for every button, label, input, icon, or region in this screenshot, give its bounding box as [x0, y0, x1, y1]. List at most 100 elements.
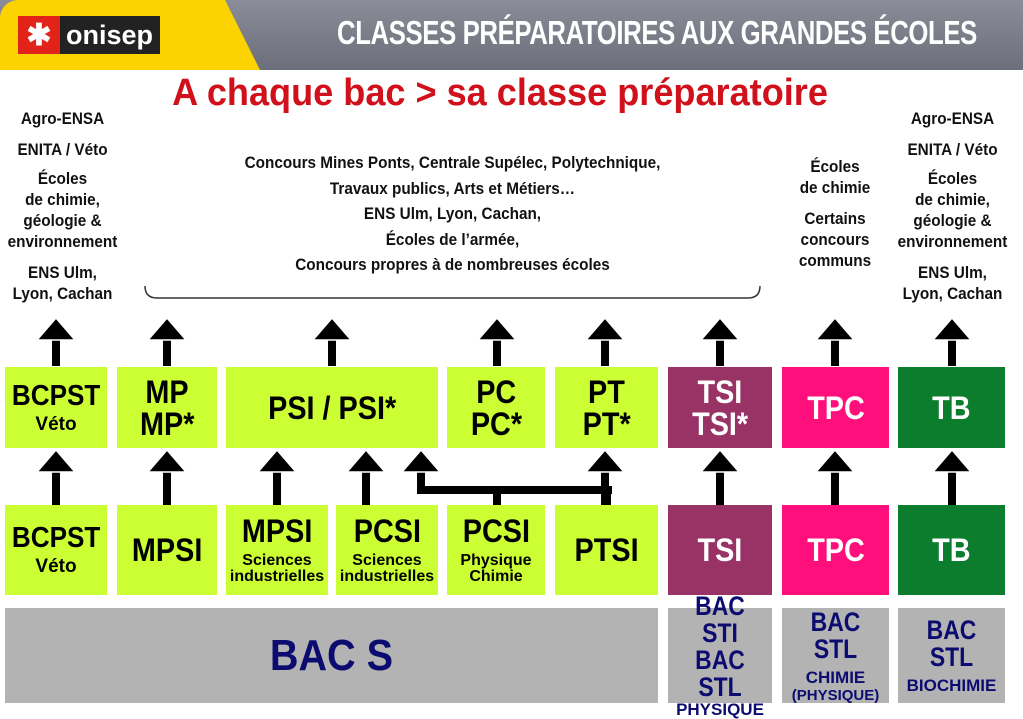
outcome-text: géologie & [913, 211, 992, 230]
outcome-text: Concours Mines Ponts, Centrale Supélec, … [244, 153, 661, 172]
bracket [144, 285, 761, 299]
page-title: CLASSES PRÉPARATOIRES AUX GRANDES ÉCOLES [337, 14, 977, 51]
box-label: BAC STL [926, 615, 977, 672]
box-label: TPC [806, 389, 865, 426]
outcome-text: ENS Ulm, [918, 263, 987, 282]
box-bcpst-2: BCPST Véto [5, 367, 107, 448]
box-label: BAC STL [695, 645, 745, 702]
arrow-up-icon [814, 448, 856, 505]
box-label: TSI [697, 373, 743, 410]
box-label: PT* [582, 405, 631, 442]
box-label: Véto [35, 556, 77, 577]
arrow-up-icon [146, 448, 188, 505]
box-pcsi-si: PCSI Sciences industrielles [336, 505, 438, 595]
box-mpsi: MPSI [117, 505, 217, 595]
arrow-up-icon [699, 448, 741, 505]
box-bcpst-1: BCPST Véto [5, 505, 107, 595]
outcome-text: géologie & [23, 211, 102, 230]
outcome-text: Écoles de l’armée, [385, 229, 520, 249]
box-pc: PC PC* [447, 367, 545, 448]
arrow-up-icon [400, 448, 442, 473]
box-label: PCSI [462, 513, 530, 549]
arrow-up-icon [256, 448, 298, 505]
box-label: PT [588, 373, 625, 410]
arrow-up-icon [699, 316, 741, 366]
outcome-text: Concours propres à de nombreuses écoles [295, 255, 610, 274]
arrow-up-icon [584, 448, 626, 505]
box-label: PC [475, 373, 516, 410]
arrow-up-icon [35, 316, 77, 366]
box-psi: PSI / PSI* [226, 367, 438, 448]
arrow-up-icon [35, 448, 77, 505]
box-label: MPSI [131, 532, 203, 568]
box-tb-1: TB [898, 505, 1005, 595]
outcome-text: de chimie, [25, 190, 100, 209]
outcome-text: Écoles [37, 169, 88, 188]
outcome-text: communs [798, 251, 872, 270]
box-ptsi: PTSI [555, 505, 658, 595]
box-pcsi-pc: PCSI Physique Chimie [447, 505, 545, 595]
box-bac-stl-chimie: BAC STL CHIMIE (PHYSIQUE) [782, 608, 889, 703]
outcomes-chimie: Écoles de chimie Certains concours commu… [786, 156, 885, 271]
onisep-logo: ✱ onisep [18, 16, 160, 54]
box-label: TSI [697, 532, 743, 568]
box-mpsi-si: MPSI Sciences industrielles [226, 505, 328, 595]
box-label: TB [932, 532, 971, 568]
box-label: TSI* [691, 405, 748, 442]
box-label: industrielles [339, 568, 435, 585]
arrow-up-icon [931, 316, 973, 366]
box-label: PC* [470, 405, 522, 442]
box-bac-stl-bio: BAC STL BIOCHIMIE [898, 608, 1005, 703]
box-label: Sciences [242, 552, 312, 569]
box-tpc-1: TPC [782, 505, 889, 595]
box-label: TPC [806, 532, 865, 568]
outcome-text: Travaux publics, Arts et Métiers… [329, 178, 576, 198]
outcome-text: Lyon, Cachan [12, 284, 113, 303]
box-label: Sciences [352, 552, 422, 569]
box-label: MP [145, 373, 189, 410]
outcome-text: Lyon, Cachan [902, 284, 1003, 303]
outcome-text: Écoles [927, 169, 978, 188]
box-label: BAC S [269, 630, 394, 680]
box-tpc-2: TPC [782, 367, 889, 448]
arrow-up-icon [345, 448, 387, 505]
outcome-text: environnement [7, 232, 118, 251]
box-tb-2: TB [898, 367, 1005, 448]
arrow-up-icon [584, 316, 626, 366]
outcomes-right: Agro-ENSA ENITA / Véto Écoles de chimie,… [892, 108, 1014, 304]
outcome-text: environnement [897, 232, 1008, 251]
arrow-up-icon [931, 448, 973, 505]
box-label: BAC STI [695, 591, 745, 648]
box-label: MP* [139, 405, 195, 442]
outcome-text: ENITA / Véto [907, 140, 998, 159]
connector-line [417, 470, 612, 505]
arrow-up-icon [311, 316, 353, 366]
box-mp: MP MP* [117, 367, 217, 448]
box-label: BIOCHIMIE [906, 676, 997, 695]
box-label: Véto [35, 413, 77, 435]
box-label: PSI / PSI* [267, 389, 397, 426]
arrow-up-icon [146, 316, 188, 366]
box-label: Chimie [469, 568, 523, 585]
outcome-text: ENITA / Véto [17, 140, 108, 159]
box-tsi-1: TSI [668, 505, 772, 595]
box-label: BCPST [11, 379, 101, 412]
subtitle: A chaque bac > sa classe préparatoire [172, 72, 828, 114]
box-label: Physique [460, 552, 532, 569]
outcome-text: ENS Ulm, [28, 263, 97, 282]
box-label: BAC STL [810, 606, 861, 664]
outcome-text: Écoles [810, 157, 860, 176]
outcome-text: concours [800, 230, 870, 249]
arrow-up-icon [476, 316, 518, 366]
box-label: BCPST [11, 522, 101, 554]
outcome-text: Agro-ENSA [910, 109, 995, 128]
box-label: PCSI [353, 513, 421, 549]
box-label: CHIMIE [805, 667, 866, 687]
outcomes-middle: Concours Mines Ponts, Centrale Supélec, … [180, 150, 725, 278]
outcome-text: Agro-ENSA [20, 109, 105, 128]
box-label: PTSI [574, 532, 639, 568]
box-bac-s: BAC S [5, 608, 658, 703]
box-label: MPSI [241, 513, 313, 549]
outcome-text: ENS Ulm, Lyon, Cachan, [363, 204, 542, 223]
